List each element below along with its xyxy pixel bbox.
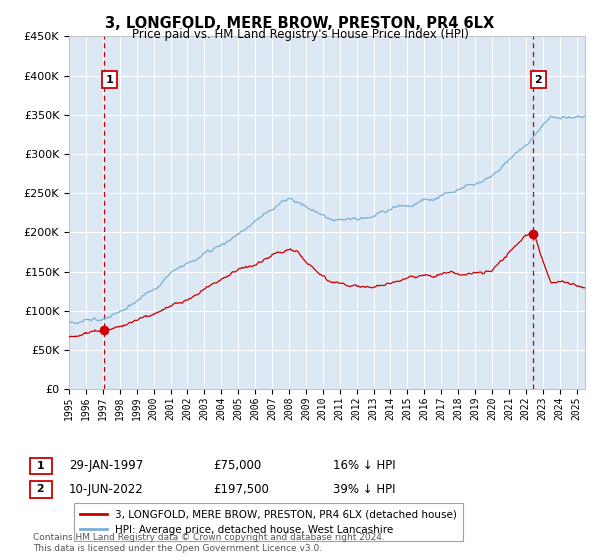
Text: 39% ↓ HPI: 39% ↓ HPI [333,483,395,496]
Text: 10-JUN-2022: 10-JUN-2022 [69,483,144,496]
Legend: 3, LONGFOLD, MERE BROW, PRESTON, PR4 6LX (detached house), HPI: Average price, d: 3, LONGFOLD, MERE BROW, PRESTON, PR4 6LX… [74,503,463,541]
Text: 1: 1 [33,461,49,471]
Text: 2: 2 [535,74,542,85]
Text: £197,500: £197,500 [213,483,269,496]
Text: 2: 2 [33,484,49,494]
Text: £75,000: £75,000 [213,459,261,473]
Text: 16% ↓ HPI: 16% ↓ HPI [333,459,395,473]
Text: 1: 1 [106,74,113,85]
Text: Contains HM Land Registry data © Crown copyright and database right 2024.
This d: Contains HM Land Registry data © Crown c… [33,533,385,553]
Text: 29-JAN-1997: 29-JAN-1997 [69,459,143,473]
Text: 3, LONGFOLD, MERE BROW, PRESTON, PR4 6LX: 3, LONGFOLD, MERE BROW, PRESTON, PR4 6LX [106,16,494,31]
Text: Price paid vs. HM Land Registry's House Price Index (HPI): Price paid vs. HM Land Registry's House … [131,28,469,41]
